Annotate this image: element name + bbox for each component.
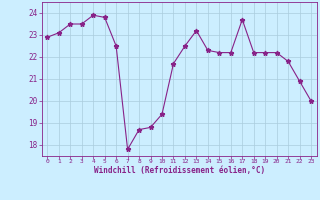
X-axis label: Windchill (Refroidissement éolien,°C): Windchill (Refroidissement éolien,°C): [94, 166, 265, 175]
